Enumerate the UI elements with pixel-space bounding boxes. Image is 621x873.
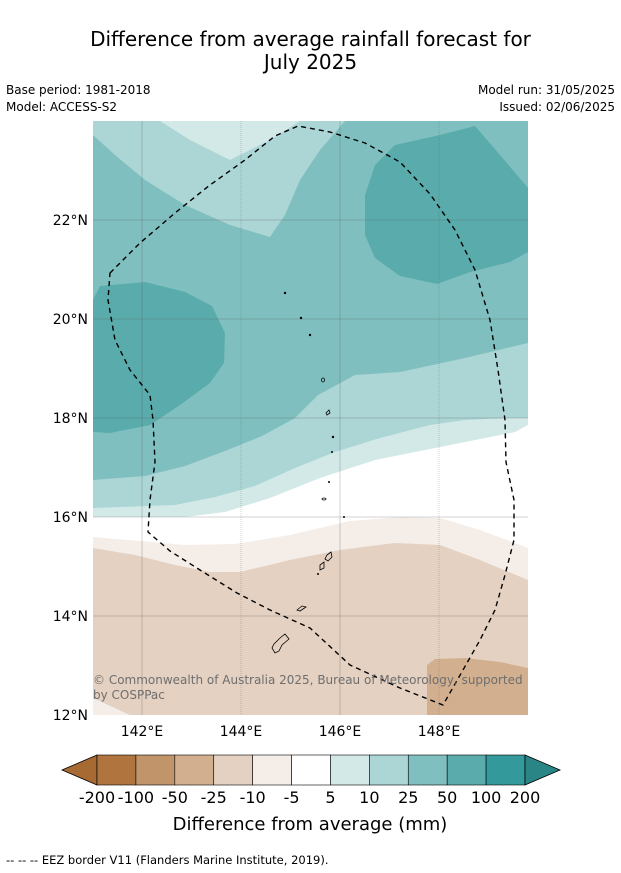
island-tinian: [319, 561, 325, 571]
issued-date-text: Issued: 02/06/2025: [499, 100, 615, 114]
island-farallon-de-medinilla: [342, 516, 345, 519]
colorbar-cells: [60, 754, 562, 786]
lat-label-14n: 14°N: [53, 609, 88, 625]
island-maug: [299, 316, 303, 320]
island-outlines: [271, 291, 345, 654]
colorbar-tick-label: -100: [118, 788, 154, 807]
lon-label-144e: 144°E: [220, 724, 263, 740]
island-sarigan: [327, 480, 330, 483]
wet-strong-region-west: [93, 282, 225, 433]
island-asuncion: [308, 333, 312, 337]
colorbar: -200 -100 -50 -25 -10 -5 5 10 25 50 100 200 Differe…: [60, 754, 562, 835]
colorbar-tick-label: -25: [201, 788, 227, 807]
island-farallon-de-pajaros: [283, 291, 287, 295]
colorbar-tick-labels: -200 -100 -50 -25 -10 -5 5 10 25 50 100 200: [79, 788, 540, 807]
island-alamagan: [331, 435, 335, 439]
map-title-line-1: Difference from average rainfall forecas…: [90, 27, 531, 51]
base-period-text: Base period: 1981-2018: [6, 83, 151, 97]
island-rota: [296, 605, 307, 612]
colorbar-extend-high: [524, 754, 562, 786]
colorbar-tick-label: 25: [398, 788, 418, 807]
colorbar-cell: [213, 754, 253, 786]
colorbar-cell: [174, 754, 215, 786]
lon-label-148e: 148°E: [418, 724, 461, 740]
lat-label-12n: 12°N: [53, 708, 88, 724]
colorbar-tick-label: 100: [471, 788, 502, 807]
island-saipan: [324, 551, 333, 562]
model-info: Base period: 1981-2018 Model: ACCESS-S2: [6, 82, 151, 116]
lat-label-18n: 18°N: [53, 411, 88, 427]
copyright-text-line-1: © Commonwealth of Australia 2025, Bureau…: [93, 673, 523, 687]
run-info: Model run: 31/05/2025 Issued: 02/06/2025: [478, 82, 615, 116]
model-name-text: Model: ACCESS-S2: [6, 100, 118, 114]
colorbar-tick-label: -200: [79, 788, 115, 807]
map-title: Difference from average rainfall forecas…: [0, 28, 621, 74]
colorbar-tick-label: 5: [325, 788, 335, 807]
colorbar-cell: [446, 754, 487, 786]
colorbar-cell: [252, 754, 292, 786]
colorbar-title: Difference from average (mm): [173, 814, 448, 835]
island-guguan: [330, 450, 333, 453]
lon-label-142e: 142°E: [121, 724, 164, 740]
colorbar-tick-label: 200: [510, 788, 541, 807]
island-agrihan: [321, 377, 325, 383]
colorbar-tick-label: 50: [437, 788, 457, 807]
island-pagan: [325, 409, 331, 416]
colorbar-cell: [291, 754, 331, 786]
eez-border-line: [107, 125, 515, 706]
colorbar-cell: [369, 754, 409, 786]
longitude-labels: 142°E 144°E 146°E 148°E: [121, 724, 461, 740]
map-gridlines: [93, 121, 528, 715]
latitude-labels: 22°N 20°N 18°N 16°N 14°N 12°N: [53, 213, 88, 724]
lat-label-22n: 22°N: [53, 213, 88, 229]
colorbar-cell: [407, 754, 448, 786]
eez-footnote: -- -- -- EEZ border V11 (Flanders Marine…: [6, 853, 329, 867]
colorbar-tick-label: -10: [240, 788, 266, 807]
colorbar-cell: [96, 754, 137, 786]
lat-label-16n: 16°N: [53, 510, 88, 526]
colorbar-tick-label: 10: [359, 788, 379, 807]
island-anatahan: [321, 497, 327, 501]
colorbar-extend-low: [60, 754, 98, 786]
dry-strong-region: [427, 658, 528, 715]
island-guam: [271, 633, 290, 654]
lon-label-146e: 146°E: [319, 724, 362, 740]
map-plot-area: © Commonwealth of Australia 2025, Bureau…: [93, 121, 528, 715]
colorbar-cell: [330, 754, 370, 786]
copyright-text-line-2: by COSPPac: [93, 688, 165, 702]
wet-strong-region-north: [365, 126, 528, 284]
colorbar-cell: [485, 754, 526, 786]
model-run-text: Model run: 31/05/2025: [477, 83, 615, 97]
colorbar-tick-label: -50: [162, 788, 188, 807]
island-aguijan: [316, 573, 319, 576]
map-title-line-2: July 2025: [263, 50, 358, 74]
colorbar-cell: [135, 754, 176, 786]
colorbar-tick-label: -5: [284, 788, 300, 807]
lat-label-20n: 20°N: [53, 312, 88, 328]
